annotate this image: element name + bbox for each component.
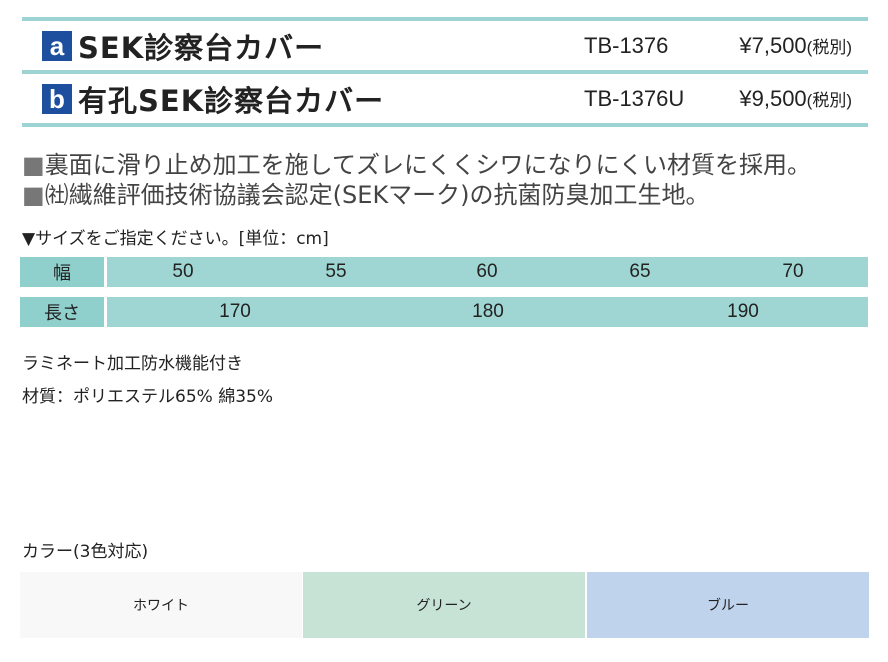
product-badge: b bbox=[42, 84, 72, 114]
color-swatch-blue: ブルー bbox=[587, 572, 869, 638]
tax-note: (税別) bbox=[806, 91, 852, 110]
divider bbox=[22, 70, 868, 74]
length-value: 190 bbox=[727, 301, 759, 322]
width-value: 55 bbox=[325, 261, 347, 282]
width-value: 60 bbox=[476, 261, 498, 282]
feature-text: ㈳繊維評価技術協議会認定(SEKマーク)の抗菌防臭加工生地。 bbox=[44, 181, 710, 209]
size-note: ▼サイズをご指定ください。[単位：cm] bbox=[22, 229, 329, 249]
feature-item: ■裏面に滑り止め加工を施してズレにくくシワになりにくい材質を採用。 bbox=[22, 145, 811, 180]
product-row-a: a SEK診察台カバー TB-1376 ¥7,500(税別) bbox=[42, 23, 852, 69]
color-swatch-green: グリーン bbox=[303, 572, 585, 638]
product-row-b: b 有孔SEK診察台カバー TB-1376U ¥9,500(税別) bbox=[42, 76, 852, 122]
color-swatch-white: ホワイト bbox=[20, 572, 302, 638]
length-row: 長さ 170 180 190 bbox=[20, 297, 868, 327]
feature-item: ■㈳繊維評価技術協議会認定(SEKマーク)の抗菌防臭加工生地。 bbox=[22, 175, 710, 210]
feature-text: 裏面に滑り止め加工を施してズレにくくシワになりにくい材質を採用。 bbox=[44, 151, 812, 179]
price-amount: ¥7,500 bbox=[739, 33, 807, 58]
width-values: 50 55 60 65 70 bbox=[107, 257, 868, 287]
colors-title: カラー(3色対応) bbox=[22, 542, 149, 562]
spec-line: ラミネート加工防水機能付き bbox=[22, 354, 243, 374]
length-label: 長さ bbox=[20, 297, 104, 327]
spec-line: 材質：ポリエステル65% 綿35% bbox=[22, 387, 273, 407]
square-bullet-icon: ■ bbox=[22, 181, 45, 209]
width-value: 50 bbox=[172, 261, 194, 282]
width-row: 幅 50 55 60 65 70 bbox=[20, 257, 868, 287]
product-code: TB-1376 bbox=[584, 33, 669, 58]
width-value: 65 bbox=[629, 261, 651, 282]
width-label: 幅 bbox=[20, 257, 104, 287]
product-price: ¥9,500(税別) bbox=[739, 86, 852, 112]
divider bbox=[22, 123, 868, 127]
product-badge: a bbox=[42, 31, 72, 61]
tax-note: (税別) bbox=[806, 38, 852, 57]
divider bbox=[22, 17, 868, 21]
product-name: SEK診察台カバー bbox=[78, 31, 325, 65]
product-code: TB-1376U bbox=[584, 86, 685, 111]
product-price: ¥7,500(税別) bbox=[739, 33, 852, 59]
price-amount: ¥9,500 bbox=[739, 86, 807, 111]
square-bullet-icon: ■ bbox=[22, 151, 45, 179]
length-value: 180 bbox=[472, 301, 504, 322]
product-name: 有孔SEK診察台カバー bbox=[78, 84, 385, 118]
length-value: 170 bbox=[219, 301, 251, 322]
width-value: 70 bbox=[782, 261, 804, 282]
length-values: 170 180 190 bbox=[107, 297, 868, 327]
